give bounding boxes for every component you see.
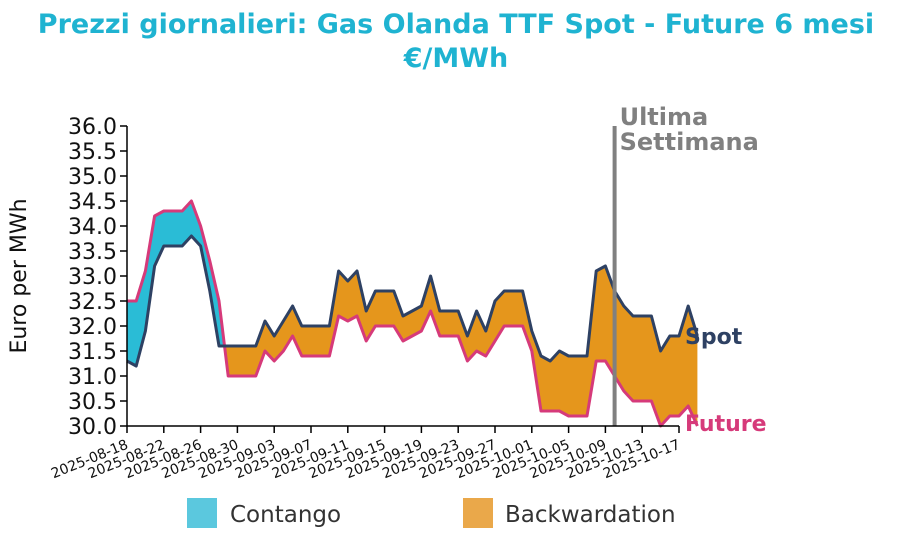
y-axis-label: Euro per MWh bbox=[7, 198, 32, 353]
legend-label-contango: Contango bbox=[230, 502, 341, 528]
chart-title: Prezzi giornalieri: Gas Olanda TTF Spot … bbox=[38, 9, 874, 40]
y-tick-label: 34.5 bbox=[68, 190, 117, 215]
last-week-label-line-1: Ultima bbox=[620, 103, 709, 131]
series-end-labels: Spot Future bbox=[685, 325, 767, 437]
y-tick-label: 33.5 bbox=[68, 240, 117, 265]
y-axis: 30.030.531.031.532.032.533.033.534.034.5… bbox=[68, 115, 128, 440]
legend-swatch-backwardation bbox=[463, 498, 493, 528]
y-tick-label: 31.0 bbox=[68, 365, 117, 390]
y-tick-label: 32.5 bbox=[68, 290, 117, 315]
y-tick-label: 36.0 bbox=[68, 115, 117, 140]
y-tick-label: 30.0 bbox=[68, 415, 117, 440]
y-tick-label: 35.0 bbox=[68, 165, 117, 190]
last-week-label-line-2: Settimana bbox=[620, 128, 759, 156]
y-tick-label: 30.5 bbox=[68, 390, 117, 415]
legend: Contango Backwardation bbox=[187, 498, 676, 528]
y-tick-label: 33.0 bbox=[68, 265, 117, 290]
series-lines bbox=[126, 199, 699, 428]
y-tick-label: 31.5 bbox=[68, 340, 117, 365]
future-line bbox=[127, 199, 699, 428]
x-axis: 2025-08-182025-08-222025-08-262025-08-30… bbox=[49, 425, 682, 482]
legend-label-backwardation: Backwardation bbox=[505, 502, 676, 528]
y-tick-label: 34.0 bbox=[68, 215, 117, 240]
spot-line bbox=[126, 234, 699, 368]
future-end-label: Future bbox=[685, 412, 767, 437]
chart-title-unit: €/MWh bbox=[403, 43, 509, 74]
spread-area-backwardation-1 bbox=[224, 266, 698, 426]
y-tick-label: 35.5 bbox=[68, 140, 117, 165]
y-tick-label: 32.0 bbox=[68, 315, 117, 340]
legend-swatch-contango bbox=[187, 498, 217, 528]
spot-end-label: Spot bbox=[685, 325, 743, 350]
